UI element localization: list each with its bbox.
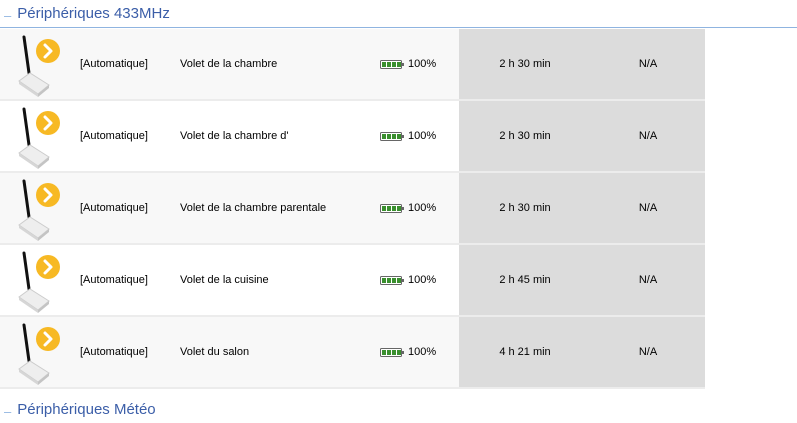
device-value: N/A	[638, 274, 658, 286]
battery-percent: 100%	[408, 58, 437, 70]
status-cell	[459, 317, 705, 387]
device-row[interactable]: [Automatique] Volet de la chambre parent…	[0, 173, 705, 245]
device-row[interactable]: [Automatique] Volet de la cuisine 100% 2…	[0, 245, 705, 317]
battery-status: 100%	[380, 58, 436, 70]
battery-icon	[380, 203, 404, 213]
device-value: N/A	[638, 58, 658, 70]
arrow-right-icon	[36, 183, 60, 207]
device-value: N/A	[638, 202, 658, 214]
device-name[interactable]: Volet de la chambre d'	[180, 130, 289, 142]
battery-percent: 100%	[408, 274, 437, 286]
device-value: N/A	[638, 130, 658, 142]
section-header-meteo[interactable]: – Périphériques Météo	[0, 395, 156, 423]
battery-status: 100%	[380, 202, 436, 214]
arrow-right-icon	[36, 327, 60, 351]
device-row[interactable]: [Automatique] Volet de la chambre d' 100…	[0, 101, 705, 173]
arrow-right-icon	[36, 255, 60, 279]
device-name[interactable]: Volet du salon	[180, 346, 250, 358]
device-mode: [Automatique]	[80, 202, 148, 214]
elapsed-time: 2 h 45 min	[499, 274, 551, 286]
battery-icon	[380, 131, 404, 141]
rf-device-icon[interactable]	[16, 321, 66, 385]
elapsed-time: 4 h 21 min	[499, 346, 551, 358]
elapsed-time: 2 h 30 min	[499, 130, 551, 142]
device-value: N/A	[638, 346, 658, 358]
battery-percent: 100%	[408, 130, 437, 142]
device-row[interactable]: [Automatique] Volet du salon 100% 4 h 21…	[0, 317, 705, 389]
battery-icon	[380, 275, 404, 285]
section-title: Périphériques 433MHz	[17, 5, 170, 22]
device-list: [Automatique] Volet de la chambre 100% 2…	[0, 29, 797, 389]
status-cell	[459, 173, 705, 243]
status-cell	[459, 101, 705, 171]
elapsed-time: 2 h 30 min	[499, 202, 551, 214]
device-name[interactable]: Volet de la chambre parentale	[180, 202, 327, 214]
battery-status: 100%	[380, 130, 436, 142]
device-mode: [Automatique]	[80, 274, 148, 286]
arrow-right-icon	[36, 39, 60, 63]
rf-device-icon[interactable]	[16, 249, 66, 313]
battery-status: 100%	[380, 274, 436, 286]
battery-percent: 100%	[408, 202, 437, 214]
device-mode: [Automatique]	[80, 130, 148, 142]
status-cell	[459, 29, 705, 99]
rf-device-icon[interactable]	[16, 177, 66, 241]
arrow-right-icon	[36, 111, 60, 135]
section-title: Périphériques Météo	[17, 400, 156, 418]
collapse-icon[interactable]: –	[4, 403, 12, 419]
device-mode: [Automatique]	[80, 346, 148, 358]
battery-icon	[380, 347, 404, 357]
section-header-433mhz[interactable]: – Périphériques 433MHz	[0, 0, 797, 28]
device-name[interactable]: Volet de la chambre	[180, 58, 278, 70]
elapsed-time: 2 h 30 min	[499, 58, 551, 70]
device-mode: [Automatique]	[80, 58, 148, 70]
device-name[interactable]: Volet de la cuisine	[180, 274, 269, 286]
battery-icon	[380, 59, 404, 69]
device-row[interactable]: [Automatique] Volet de la chambre 100% 2…	[0, 29, 705, 101]
rf-device-icon[interactable]	[16, 105, 66, 169]
rf-device-icon[interactable]	[16, 33, 66, 97]
battery-percent: 100%	[408, 346, 437, 358]
battery-status: 100%	[380, 346, 436, 358]
status-cell	[459, 245, 705, 315]
collapse-icon[interactable]: –	[4, 8, 12, 23]
